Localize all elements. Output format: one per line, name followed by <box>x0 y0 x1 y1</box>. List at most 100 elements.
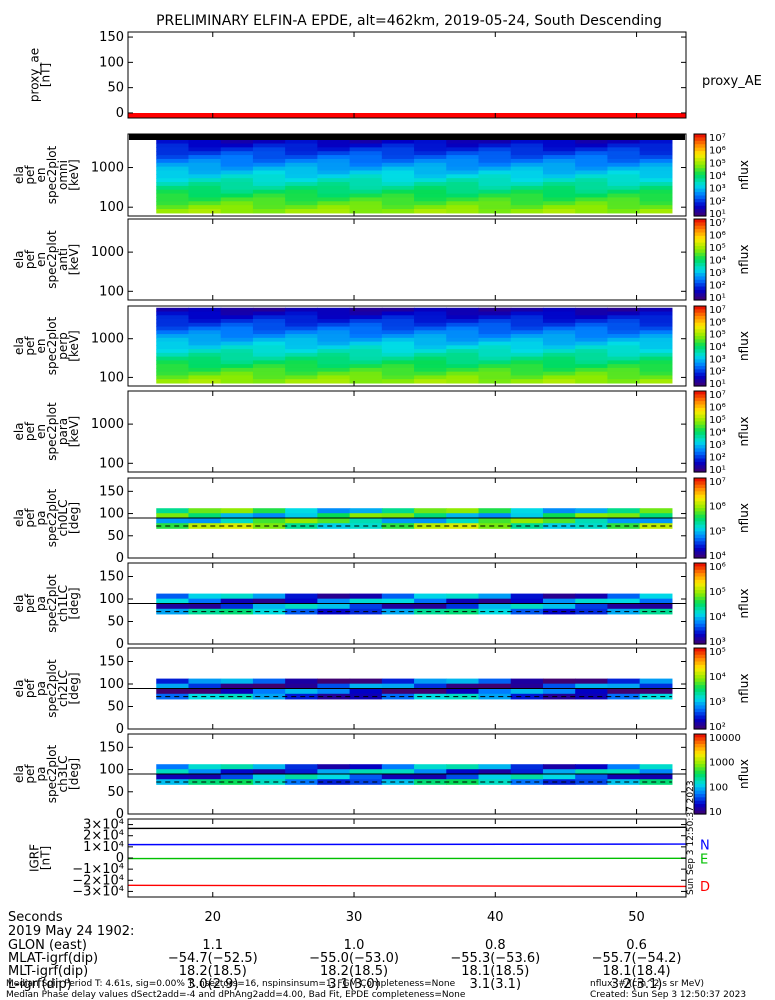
spectrogram-cell <box>414 337 447 343</box>
y-axis-label-stack-line: pef <box>23 764 37 784</box>
pitch-angle-cell <box>220 608 254 615</box>
pitch-angle-cell <box>156 774 190 780</box>
colorbar-swatch <box>694 606 706 611</box>
colorbar-swatch <box>694 504 706 509</box>
pitch-angle-cell <box>446 518 480 524</box>
spectrogram-cell <box>252 337 286 343</box>
y-axis-label-stack-line: en <box>34 339 48 354</box>
spectrogram-cell <box>381 341 415 346</box>
pitch-angle-cell <box>381 593 415 600</box>
pitch-angle-cell <box>252 593 286 600</box>
spectrogram-cell <box>252 349 286 354</box>
spectrogram-cell <box>252 352 286 358</box>
spectrogram-cell <box>252 162 286 168</box>
y-tick-label: 100 <box>99 507 124 522</box>
colorbar-tick-label: 10² <box>709 722 726 733</box>
spectrogram-cell <box>349 201 383 206</box>
colorbar-swatch <box>694 332 706 337</box>
spectrogram-cell <box>414 193 447 199</box>
colorbar-swatch <box>694 293 706 298</box>
spectrogram-cell <box>285 205 318 210</box>
pitch-angle-cell <box>285 593 318 600</box>
spectrogram-cell <box>317 162 351 168</box>
pitch-angle-cell <box>575 603 609 610</box>
spectrogram-cell <box>542 337 576 343</box>
spectrogram-cell <box>252 315 286 320</box>
spectrogram-cell <box>446 205 480 210</box>
colorbar-swatch <box>694 531 706 536</box>
pitch-angle-cell <box>220 678 254 685</box>
spectrogram-cell <box>220 367 254 373</box>
spectrogram-cell <box>542 311 576 316</box>
orbit-annotation-table: Seconds 20 30 40 50 2019 May 24 1902:GLON (ea… <box>8 910 681 992</box>
colorbar-swatch <box>694 481 706 486</box>
colorbar-swatch <box>694 777 706 782</box>
y-axis-label-units-line: spec2plot <box>45 574 59 633</box>
y-tick-label: 1000 <box>91 161 124 176</box>
spectrogram-cell <box>607 185 641 191</box>
spectrogram-cell <box>414 155 447 160</box>
pitch-angle-cell <box>607 693 641 700</box>
spectrogram-cell <box>188 185 222 191</box>
spectrogram-cell <box>285 311 318 316</box>
y-axis-label-units: spec2plotch2LC[deg] <box>45 659 81 718</box>
colorbar-tick-label: 10⁵ <box>709 587 726 598</box>
spectrogram-cell <box>639 315 673 320</box>
y-axis-label-units: spec2plotanti[keV] <box>45 230 81 289</box>
y-tick-label: 1×10⁴ <box>83 840 124 855</box>
spectrogram-cell <box>285 326 318 331</box>
pitch-angle-cell <box>478 693 512 700</box>
colorbar-swatch <box>694 708 706 713</box>
colorbar-swatch <box>694 382 706 387</box>
colorbar-tick-label: 10⁶ <box>709 403 726 414</box>
pitch-angle-cell <box>188 764 222 770</box>
pitch-angle-cell <box>414 683 447 690</box>
colorbar-swatch <box>694 528 706 532</box>
colorbar-tick-label: 10² <box>709 281 726 292</box>
panel-energy-spectrogram-2: elapefenspec2plotanti[keV]10⁷10⁶10⁵10⁴10… <box>12 218 751 304</box>
spectrogram-cell <box>349 337 383 343</box>
spectrogram-cell <box>446 158 480 164</box>
annotation-value: −55.0(−53.0) <box>309 951 399 966</box>
colorbar-tick-label: 10³ <box>709 184 726 195</box>
colorbar-tick-label: 10 <box>709 807 722 818</box>
pitch-angle-cell <box>285 678 318 685</box>
pitch-angle-cell <box>542 593 576 600</box>
spectrogram-cell <box>349 311 383 316</box>
footer-created: Created: Sun Sep 3 12:50:37 2023 <box>590 990 746 1000</box>
pitch-angle-cell <box>478 513 512 519</box>
legend-entry-e: E <box>700 852 708 867</box>
spectrogram-cell <box>156 174 190 179</box>
spectrogram-cell <box>252 360 286 365</box>
colorbar-swatch <box>694 352 706 357</box>
spectrogram-cell <box>349 174 383 179</box>
spectrogram-cell <box>285 143 318 148</box>
spectrogram-cell <box>252 205 286 210</box>
spectrogram-cell <box>381 174 415 179</box>
spectrogram-cell <box>414 151 447 156</box>
colorbar-swatch <box>694 538 706 542</box>
colorbar-swatch <box>694 219 706 223</box>
spectrogram-cell <box>446 319 480 324</box>
pitch-angle-cell <box>639 513 673 519</box>
y-axis-label-units-line: [deg] <box>67 673 81 705</box>
spectrogram-cell <box>349 322 383 328</box>
spectrogram-cell <box>607 322 641 328</box>
spectrogram-cell <box>478 319 512 324</box>
pitch-angle-cell <box>349 598 383 605</box>
spectrogram-cell <box>510 147 544 152</box>
spectrogram-cell <box>575 205 609 210</box>
colorbar-tick-label: 10⁴ <box>709 342 726 353</box>
colorbar-swatch <box>694 600 706 605</box>
pitch-angle-cell <box>285 688 318 695</box>
colorbar-swatch <box>694 246 706 250</box>
pitch-angle-cell <box>156 779 190 785</box>
pitch-angle-cell <box>575 688 609 695</box>
colorbar-swatch <box>694 737 706 742</box>
spectrogram-cell <box>349 349 383 354</box>
spectrogram-cell <box>381 349 415 354</box>
colorbar-swatch <box>694 239 706 244</box>
spectrogram-cell <box>639 349 673 354</box>
spectrogram-cell <box>478 356 512 361</box>
spectrogram-cell <box>414 330 447 335</box>
